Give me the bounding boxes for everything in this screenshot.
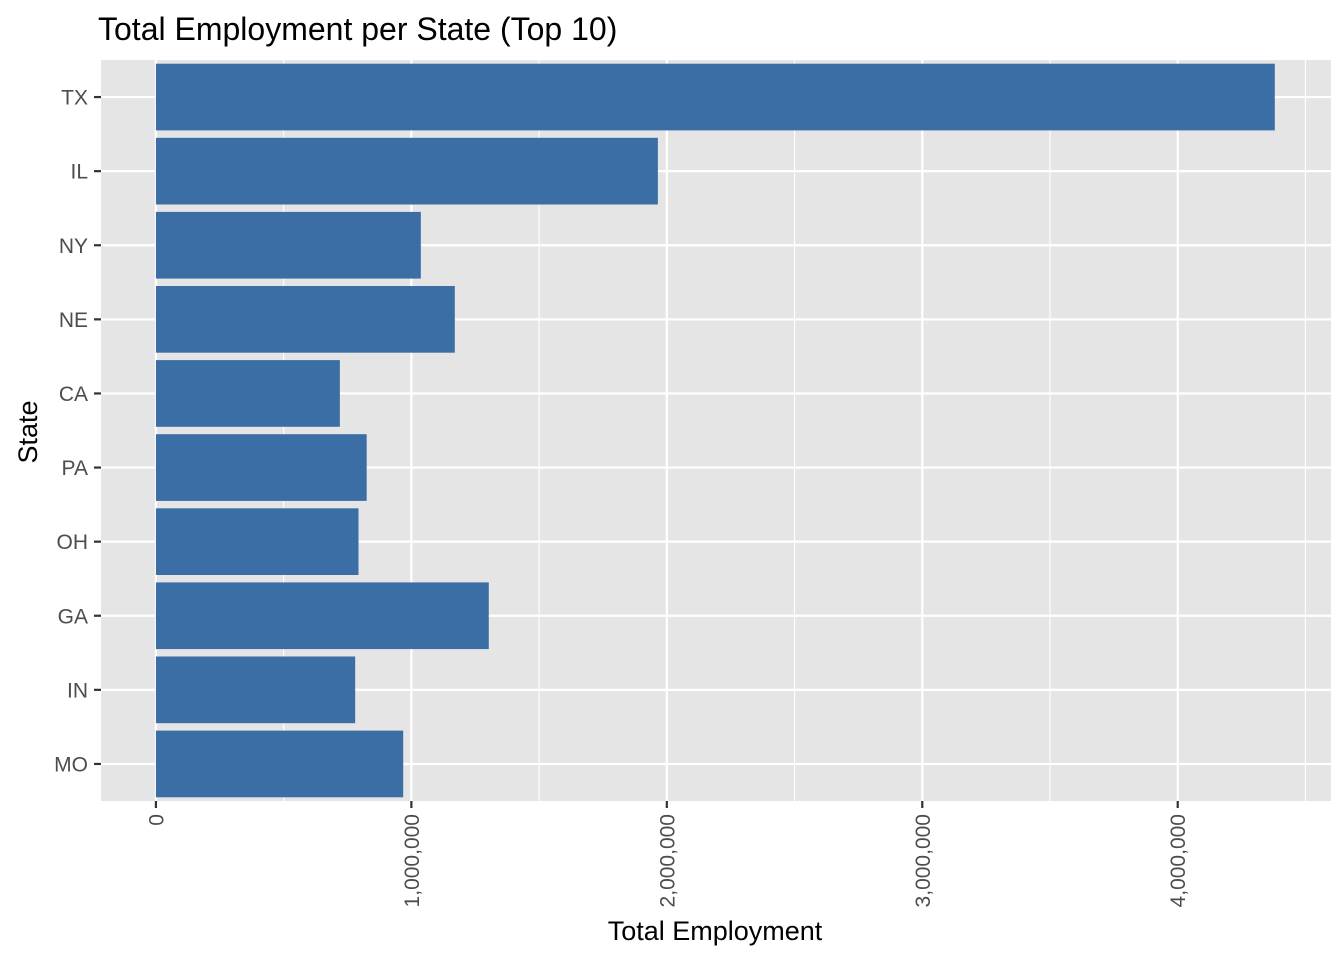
y-tick-label-ca: CA	[59, 383, 88, 406]
bar-ca	[155, 360, 340, 427]
y-axis: TX IL NY NE CA PA OH GA IN MO	[54, 87, 101, 776]
y-tick-label-tx: TX	[61, 87, 88, 110]
y-tick-label-mo: MO	[54, 753, 88, 776]
bars	[155, 63, 1275, 798]
x-tick-label: 1,000,000	[401, 814, 424, 907]
y-tick-label-ga: GA	[58, 605, 88, 628]
y-tick-label-ne: NE	[59, 309, 88, 332]
x-tick-label: 4,000,000	[1167, 814, 1190, 907]
bar-mo	[155, 730, 404, 798]
bar-oh	[155, 508, 359, 575]
x-tick-label: 2,000,000	[656, 814, 679, 907]
bar-ne	[155, 286, 455, 353]
y-tick-label-oh: OH	[57, 531, 89, 554]
bar-ny	[155, 211, 421, 279]
x-tick-label: 3,000,000	[912, 814, 935, 907]
chart-title: Total Employment per State (Top 10)	[98, 11, 617, 47]
y-tick-label-in: IN	[67, 679, 88, 702]
bar-tx	[155, 63, 1275, 131]
bar-pa	[155, 434, 367, 501]
bar-il	[155, 137, 658, 205]
bar-ga	[155, 582, 489, 650]
y-tick-label-il: IL	[70, 161, 88, 184]
y-tick-label-ny: NY	[59, 235, 88, 258]
x-axis-title: Total Employment	[608, 916, 823, 946]
bar-in	[155, 656, 356, 724]
y-axis-title: State	[13, 400, 43, 463]
x-tick-label: 0	[145, 814, 168, 826]
x-axis: 0 1,000,000 2,000,000 3,000,000 4,000,000	[145, 801, 1190, 907]
y-tick-label-pa: PA	[62, 457, 88, 480]
